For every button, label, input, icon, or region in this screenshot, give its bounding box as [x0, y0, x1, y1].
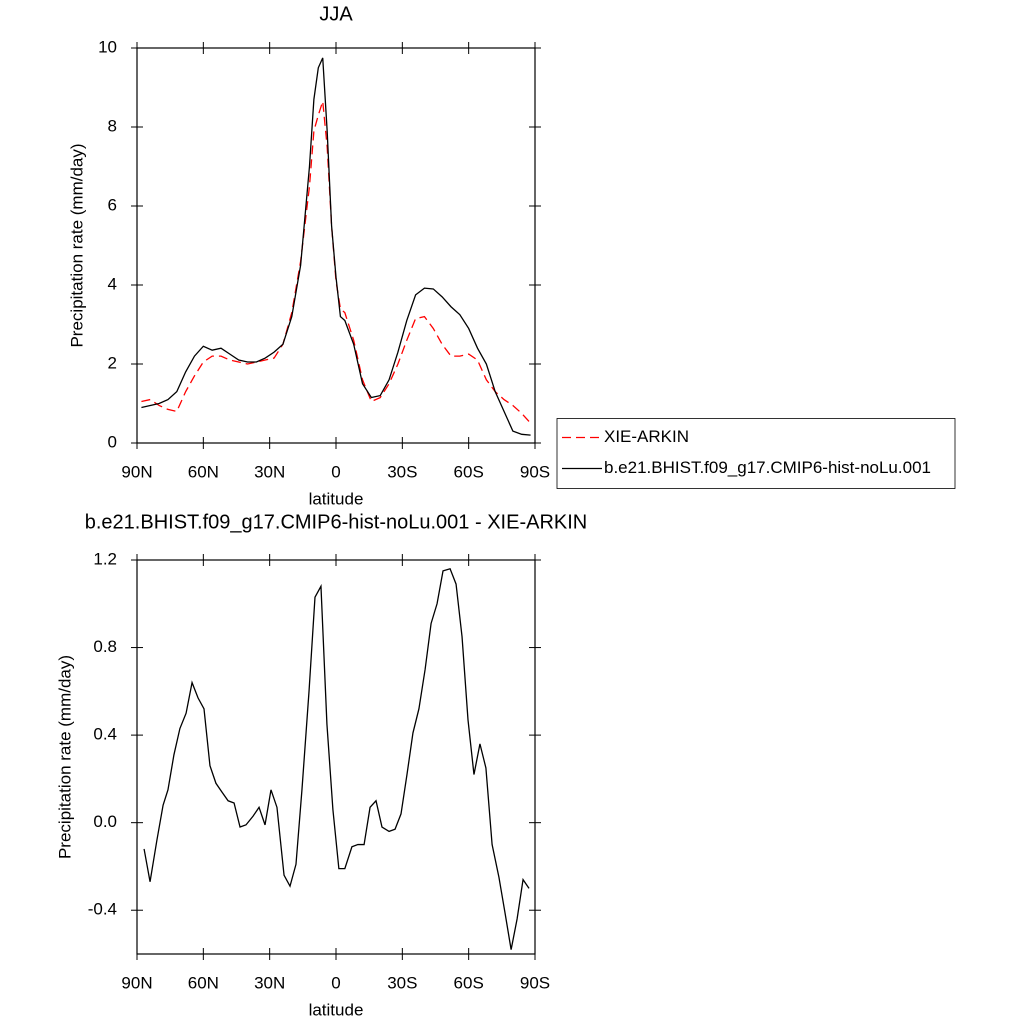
y-tick-label: 0.8: [93, 637, 117, 656]
y-tick-label: 0.0: [93, 812, 117, 831]
x-tick-label: 30S: [387, 973, 417, 992]
x-tick-label: 30S: [387, 462, 417, 481]
x-tick-label: 60N: [188, 462, 219, 481]
x-axis-label: latitude: [309, 1000, 364, 1019]
y-axis-label: Precipitation rate (mm/day): [55, 655, 74, 859]
x-tick-label: 60S: [454, 973, 484, 992]
data-line: [141, 101, 532, 424]
x-tick-label: 60N: [188, 973, 219, 992]
y-axis-label: Precipitation rate (mm/day): [67, 143, 86, 347]
y-tick-label: 0: [108, 432, 117, 451]
x-axis-label: latitude: [309, 489, 364, 508]
legend-label: b.e21.BHIST.f09_g17.CMIP6-hist-noLu.001: [604, 458, 931, 477]
plot-frame: [136, 47, 536, 444]
y-tick-label: 6: [108, 195, 117, 214]
y-tick-label: -0.4: [88, 900, 117, 919]
legend-box: [556, 418, 956, 489]
x-tick-label: 90N: [121, 973, 152, 992]
y-tick-label: 2: [108, 353, 117, 372]
legend-label: XIE-ARKIN: [604, 427, 689, 446]
plot-frame: [136, 559, 536, 955]
x-tick-label: 0: [331, 973, 340, 992]
x-tick-label: 60S: [454, 462, 484, 481]
y-tick-label: 10: [98, 37, 117, 56]
x-tick-label: 30N: [254, 462, 285, 481]
chart-title: JJA: [319, 3, 353, 25]
x-tick-label: 90N: [121, 462, 152, 481]
y-tick-label: 4: [108, 274, 117, 293]
x-tick-label: 30N: [254, 973, 285, 992]
y-tick-label: 1.2: [93, 549, 117, 568]
x-tick-label: 90S: [520, 462, 550, 481]
chart-title: b.e21.BHIST.f09_g17.CMIP6-hist-noLu.001 …: [85, 511, 587, 533]
x-tick-label: 0: [331, 462, 340, 481]
x-tick-label: 90S: [520, 973, 550, 992]
y-tick-label: 0.4: [93, 725, 117, 744]
data-line: [143, 567, 530, 950]
data-line: [141, 57, 531, 436]
y-tick-label: 8: [108, 116, 117, 135]
